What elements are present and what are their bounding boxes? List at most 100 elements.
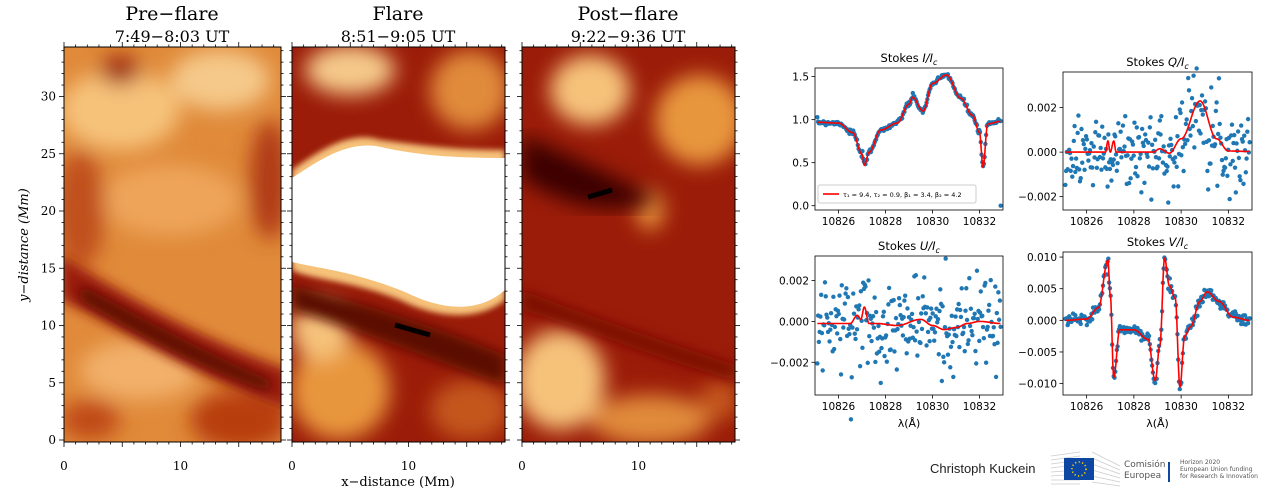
data-point [932,330,938,335]
stokes-title-sub: c [933,58,938,67]
y-tick-label: 0.002 [779,276,809,288]
h2020-line-2: European Union funding [1180,466,1253,473]
data-point [1096,133,1102,138]
data-point [869,338,874,344]
data-point [1180,145,1186,150]
data-point [831,346,837,352]
data-point [1143,132,1148,137]
data-point [1199,93,1205,98]
data-point [848,417,854,422]
data-point [1102,135,1107,141]
y-tick-label: −0.010 [1018,379,1057,391]
data-point [953,314,958,319]
data-point [983,360,989,365]
data-point [909,311,915,317]
data-point [925,329,931,335]
h2020-line-1: Horizon 2020 [1180,459,1221,466]
data-point [931,326,936,332]
stokes-title-main: Stokes [1126,55,1168,69]
data-point [1090,183,1096,188]
legend-label: τ₁ = 9.4, τ₂ = 0.9, β₁ = 3.4, β₂ = 4.2 [843,191,962,199]
data-point [878,380,883,386]
y-tick-label: −0.002 [770,357,809,369]
map-subtitle-post-flare: 9:22−9:36 UT [571,27,686,46]
data-point [1233,311,1239,316]
data-point [1230,158,1235,164]
x-tick-label: 10832 [963,216,996,228]
data-point [1205,168,1210,174]
data-point [1191,73,1196,78]
stokes-title-main: Stokes [878,239,920,253]
data-point [882,353,887,359]
data-point [1237,174,1242,179]
data-point [1139,126,1145,132]
x-axis-label: λ(Å) [898,417,921,430]
data-point [851,291,856,296]
data-point [850,325,855,330]
data-point [1084,322,1090,328]
data-point [1213,108,1219,114]
model-fit-line [1065,256,1250,389]
data-point [1179,100,1185,105]
data-point [974,268,980,273]
data-point [1188,133,1193,138]
data-point [1073,313,1078,318]
data-point [1149,142,1155,147]
data-point [1135,173,1140,179]
data-point [986,308,991,313]
data-point [932,338,937,343]
data-point [915,353,920,358]
data-point [957,344,962,350]
data-point [998,324,1003,330]
data-point [860,148,865,154]
map-x-tick-label: 10 [631,459,646,473]
data-point [934,306,939,311]
y-tick-label: 0.0 [792,201,809,213]
data-point [1130,142,1136,147]
data-point [927,339,932,344]
data-point [915,296,921,301]
data-point [970,332,975,338]
x-tick-label: 10826 [822,216,856,228]
data-point [1114,168,1120,173]
data-point [958,314,964,320]
data-point [977,310,983,315]
data-point [1200,112,1206,117]
stokes-title-var: U/I [920,239,936,253]
data-point [893,315,899,321]
ec-line-2: Europea [1124,471,1162,481]
plot-frame [1062,251,1253,396]
data-point [832,324,838,330]
data-point [957,307,963,313]
data-point [949,313,954,319]
stokes-title: Stokes I/Ic [881,51,939,67]
map-x-tick-label: 0 [60,459,68,473]
stokes-title-var: Q/I [1168,55,1185,69]
x-tick-label: 10826 [1070,216,1104,228]
data-point [1080,160,1085,165]
data-point [822,280,828,285]
stokes-title-var: V/I [1169,235,1185,249]
data-point [975,316,980,322]
data-point [969,328,974,334]
data-point [1227,196,1232,202]
data-point [897,302,903,308]
model-fit-line [1065,100,1250,154]
stokes-title-main: Stokes [1127,235,1169,249]
data-point [819,330,825,336]
data-point [1234,141,1239,146]
data-point [1238,123,1244,128]
data-point [1168,136,1173,141]
map-y-axis-label: y−distance (Mm) [17,188,32,303]
data-point [849,375,854,380]
data-point [1116,121,1121,126]
data-point [905,306,910,311]
data-point [1159,113,1164,119]
data-point [1081,141,1086,147]
stokes-title-var: I/I [922,51,933,65]
data-point [1205,187,1211,192]
data-point [942,325,948,330]
data-point [1083,146,1088,152]
model-fit-line [817,74,1001,169]
data-point [985,324,990,330]
